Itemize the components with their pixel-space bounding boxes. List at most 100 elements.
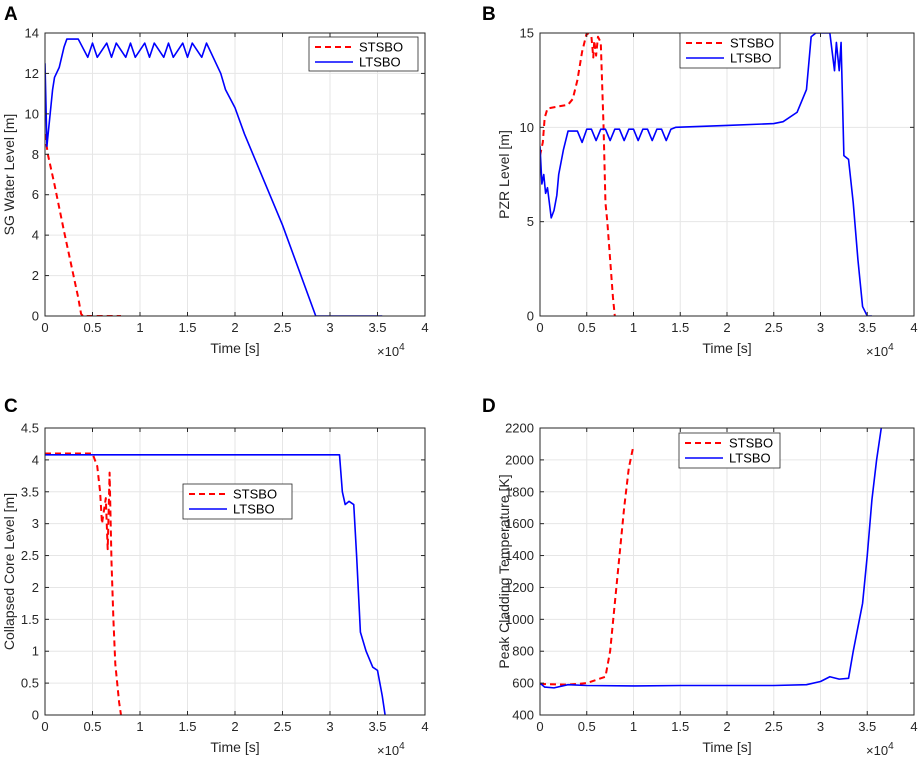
y-tick-label: 10 [25, 106, 39, 121]
x-tick-label: 3.5 [368, 320, 386, 335]
y-tick-label: 15 [520, 26, 534, 41]
x-tick-label: 2.5 [765, 719, 783, 734]
x-axis-title: Time [s] [210, 739, 259, 755]
x-axis-exponent: ×104 [866, 342, 894, 359]
x-tick-label: 0.5 [83, 320, 101, 335]
x-tick-label: 3.5 [858, 719, 876, 734]
x-tick-label: 1 [630, 719, 637, 734]
x-tick-label: 3 [326, 719, 333, 734]
y-tick-label: 6 [32, 187, 39, 202]
x-tick-label: 2.5 [273, 719, 291, 734]
y-tick-label: 2 [32, 580, 39, 595]
chart-panel-d: 0 0.5 1 1.5 2 2.5 3 3.5 4 400 600 800 1000 1200 1400 16… [482, 396, 918, 758]
legend-label-ltsbo: LTSBO [359, 55, 401, 70]
x-tick-label: 3 [326, 320, 333, 335]
x-axis-title: Time [s] [210, 340, 259, 356]
y-tick-label: 4 [32, 452, 39, 467]
panel-label: D [482, 396, 496, 417]
legend-label-ltsbo: LTSBO [233, 502, 275, 517]
x-axis-exponent: ×104 [377, 741, 405, 758]
y-tick-label: 4.5 [21, 421, 39, 436]
y-tick-label: 0 [527, 309, 534, 324]
y-tick-label: 1 [32, 644, 39, 659]
y-tick-label: 0 [32, 309, 39, 324]
y-tick-label: 1000 [505, 612, 534, 627]
x-tick-label: 4 [421, 719, 428, 734]
x-tick-label: 1.5 [671, 719, 689, 734]
legend-label-stsbo: STSBO [359, 40, 403, 55]
y-tick-label: 4 [32, 228, 39, 243]
panel-label: C [4, 396, 18, 417]
y-tick-label: 12 [25, 66, 39, 81]
legend-label-ltsbo: LTSBO [730, 51, 772, 66]
y-tick-label: 2000 [505, 452, 534, 467]
x-tick-label: 2.5 [273, 320, 291, 335]
x-tick-label: 0 [41, 320, 48, 335]
y-tick-label: 2.5 [21, 548, 39, 563]
y-tick-label: 0 [32, 708, 39, 723]
y-tick-label: 2 [32, 268, 39, 283]
x-tick-label: 1 [136, 719, 143, 734]
series-group [540, 33, 872, 316]
x-tick-label: 1.5 [178, 320, 196, 335]
y-tick-label: 14 [25, 26, 39, 41]
series-group [45, 38, 383, 316]
chart-panel-b: 0 0.5 1 1.5 2 2.5 3 3.5 4 0 5 10 15 Time [s] PZR Level… [482, 4, 918, 359]
y-tick-label: 10 [520, 120, 534, 135]
x-tick-label: 4 [910, 320, 917, 335]
x-tick-label: 1.5 [671, 320, 689, 335]
y-tick-label: 1.5 [21, 612, 39, 627]
x-tick-label: 2 [723, 320, 730, 335]
x-tick-label: 3.5 [858, 320, 876, 335]
x-tick-label: 3 [817, 320, 824, 335]
y-tick-label: 2200 [505, 421, 534, 436]
series-line-stsbo [540, 33, 616, 316]
panel-label: B [482, 4, 496, 25]
series-line-ltsbo [540, 33, 872, 316]
series-group [45, 452, 386, 715]
x-tick-label: 0.5 [83, 719, 101, 734]
legend-box [182, 483, 293, 520]
series-line-ltsbo [540, 428, 883, 689]
y-tick-label: 1800 [505, 484, 534, 499]
legend-box [308, 36, 419, 72]
y-axis-title: PZR Level [m] [496, 130, 512, 219]
x-axis-title: Time [s] [702, 739, 751, 755]
x-tick-label: 4 [910, 719, 917, 734]
y-tick-label: 0.5 [21, 676, 39, 691]
x-tick-label: 1.5 [178, 719, 196, 734]
x-tick-label: 2 [231, 719, 238, 734]
y-tick-label: 5 [527, 214, 534, 229]
series-line-stsbo [45, 133, 121, 316]
y-tick-label: 600 [512, 676, 534, 691]
x-axis-exponent: ×104 [866, 741, 894, 758]
x-tick-label: 2 [231, 320, 238, 335]
y-tick-label: 800 [512, 644, 534, 659]
legend-box [678, 432, 781, 469]
panel-label: A [4, 4, 18, 25]
legend-label-stsbo: STSBO [233, 487, 277, 502]
chart-panel-a: 0 0.5 1 1.5 2 2.5 3 3.5 4 0 2 4 6 8 10 12 14 Time [s] SG W… [1, 4, 429, 359]
x-axis-exponent: ×104 [377, 342, 405, 359]
x-tick-label: 3.5 [368, 719, 386, 734]
y-axis-title: Collapsed Core Level [m] [1, 493, 17, 650]
x-tick-label: 0 [536, 320, 543, 335]
x-tick-label: 0 [536, 719, 543, 734]
legend-label-stsbo: STSBO [729, 436, 773, 451]
x-tick-label: 3 [817, 719, 824, 734]
series-line-stsbo [45, 452, 122, 715]
chart-panel-c: 0 0.5 1 1.5 2 2.5 3 3.5 4 0 0.5 1 1.5 2 2.5 3 3.5 4 4.5 Tim… [1, 396, 429, 758]
legend-label-ltsbo: LTSBO [729, 451, 771, 466]
y-tick-label: 1200 [505, 580, 534, 595]
x-tick-label: 2 [723, 719, 730, 734]
series-line-ltsbo [45, 38, 383, 316]
y-tick-label: 3.5 [21, 484, 39, 499]
x-tick-label: 0.5 [578, 320, 596, 335]
legend-label-stsbo: STSBO [730, 36, 774, 51]
x-tick-label: 0 [41, 719, 48, 734]
series-line-ltsbo [45, 453, 386, 715]
